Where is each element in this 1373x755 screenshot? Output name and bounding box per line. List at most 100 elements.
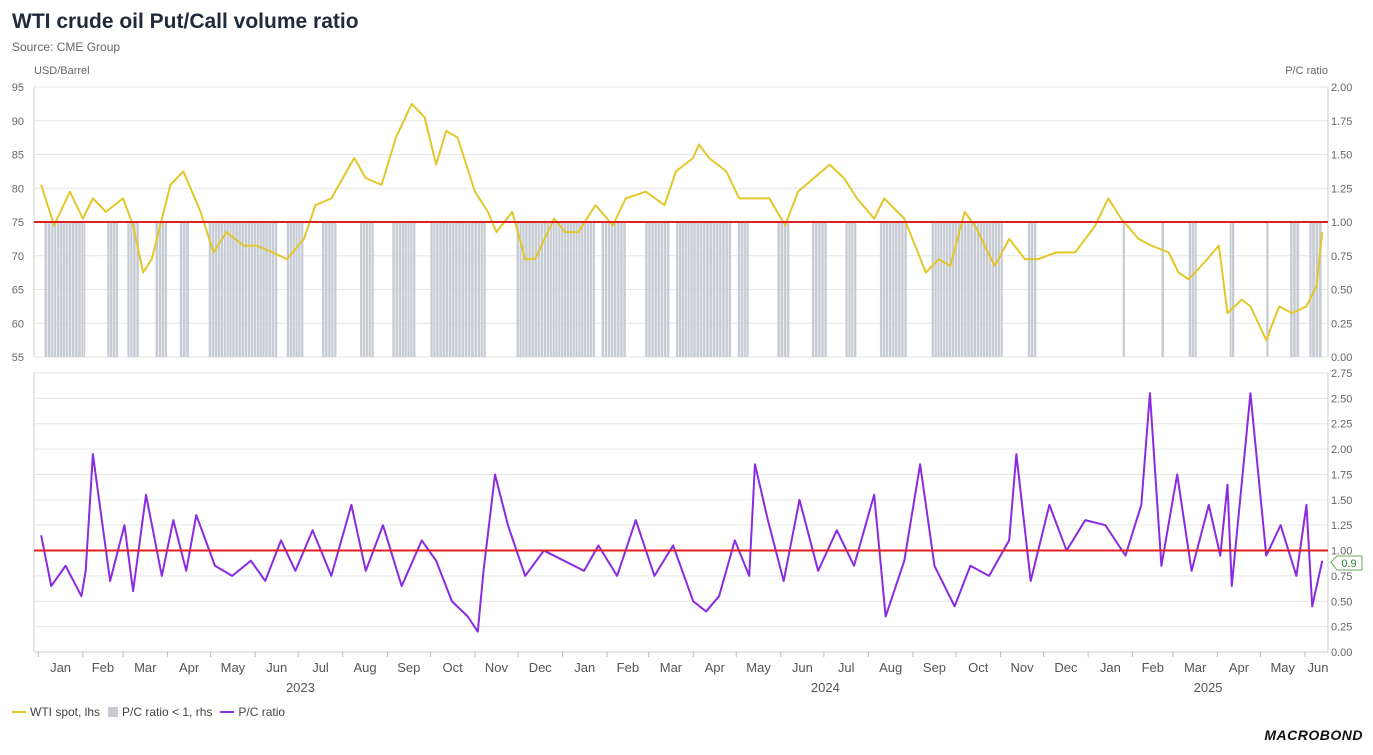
legend-label-shade: P/C ratio < 1, rhs <box>122 705 213 719</box>
shade-bar <box>368 222 371 357</box>
upper-right-tick-label: 2.00 <box>1331 82 1352 94</box>
shade-bar <box>1318 222 1322 357</box>
x-month-label: May <box>1270 660 1295 675</box>
legend-item-shade: P/C ratio < 1, rhs <box>108 705 212 719</box>
pc-series <box>40 392 1324 633</box>
x-month-label: Dec <box>529 660 553 675</box>
upper-left-tick-label: 55 <box>12 352 24 364</box>
shade-bar <box>537 222 541 357</box>
shade-bar <box>1161 222 1164 357</box>
shade-bar <box>620 222 623 357</box>
shade-bar <box>522 222 525 357</box>
lower-right-tick-label: 2.50 <box>1331 393 1352 405</box>
shade-bar <box>265 222 268 357</box>
x-month-label: Jun <box>792 660 813 675</box>
shade-bar <box>854 222 857 357</box>
shade-bar <box>467 222 471 357</box>
shade-bar <box>566 222 570 357</box>
shade-bar <box>821 222 824 357</box>
shade-bar <box>404 222 407 357</box>
shade-bar <box>220 222 224 357</box>
shade-bar <box>328 222 331 357</box>
shade-bar <box>211 222 215 357</box>
shade-bar <box>696 222 700 357</box>
shade-bar <box>253 222 257 357</box>
shade-bar <box>301 222 304 357</box>
lower-right-tick-label: 2.25 <box>1331 419 1352 431</box>
lower-right-tick-label: 0.75 <box>1331 571 1352 583</box>
shade-bar <box>934 222 937 357</box>
x-year-label: 2025 <box>1194 680 1223 695</box>
shade-bar <box>540 222 544 357</box>
shade-bar <box>589 222 593 357</box>
shade-bar <box>47 222 51 357</box>
shade-bar <box>783 222 787 357</box>
shade-bar <box>471 222 474 357</box>
shade-bar <box>439 222 442 357</box>
x-month-label: Jun <box>1308 660 1329 675</box>
shade-bar <box>693 222 696 357</box>
shade-bar <box>244 222 248 357</box>
shade-bar <box>229 222 232 357</box>
shade-bar <box>845 222 848 357</box>
macrobond-logo: MACROBOND <box>1264 727 1363 743</box>
shade-bar <box>56 222 60 357</box>
shade-bar <box>44 222 48 357</box>
x-month-label: Mar <box>660 660 683 675</box>
x-month-label: Feb <box>92 660 114 675</box>
shade-bar <box>1030 222 1034 357</box>
shade-bar <box>613 222 617 357</box>
shade-bar <box>407 222 410 357</box>
shade-bar <box>183 222 186 357</box>
shade-bar <box>71 222 75 357</box>
shade-bar <box>898 222 901 357</box>
shade-bar <box>155 222 159 357</box>
lower-right-tick-label: 0.25 <box>1331 622 1352 634</box>
shade-bar <box>321 222 325 357</box>
shade-bar <box>848 222 851 357</box>
pc-line <box>40 392 1324 633</box>
shade-bar <box>572 222 575 357</box>
upper-left-axis-label: USD/Barrel <box>34 65 90 77</box>
upper-right-tick-label: 1.00 <box>1331 217 1352 229</box>
shade-bar <box>586 222 590 357</box>
x-month-label: Oct <box>968 660 989 675</box>
legend-item-pc: P/C ratio <box>220 705 285 719</box>
shade-bar <box>879 222 883 357</box>
x-month-label: Sep <box>923 660 946 675</box>
chart-canvas: USD/Barrel P/C ratio 95 90 85 80 75 70 65 60 55 2… <box>12 65 1363 695</box>
upper-left-tick-label: 85 <box>12 150 24 162</box>
shade-bar <box>675 222 679 357</box>
legend-swatch-wti <box>12 711 26 713</box>
shade-bar <box>133 222 136 357</box>
shade-bar <box>392 222 395 357</box>
shade-bar <box>722 222 725 357</box>
shade-bar <box>888 222 892 357</box>
x-month-label: Sep <box>397 660 420 675</box>
shade-bar <box>1266 222 1269 357</box>
shade-bar <box>648 222 651 357</box>
legend-swatch-pc <box>220 711 235 713</box>
upper-right-tick-label: 1.75 <box>1331 116 1352 128</box>
shade-bar <box>334 222 337 357</box>
lower-right-tick-label: 1.75 <box>1331 469 1352 481</box>
x-year-label: 2024 <box>811 680 840 695</box>
upper-right-tick-label: 0.00 <box>1331 352 1352 364</box>
shade-bar <box>558 222 561 357</box>
shade-bar <box>666 222 670 357</box>
shade-bar <box>226 222 229 357</box>
shade-bar <box>960 222 964 357</box>
shade-bar <box>223 222 226 357</box>
reference-lines <box>34 221 1328 552</box>
shade-bar <box>362 222 366 357</box>
shade-bar <box>525 222 528 357</box>
shade-bar <box>546 222 550 357</box>
shade-bar <box>601 222 605 357</box>
shade-bar <box>699 222 703 357</box>
shade-bar <box>549 222 552 357</box>
lower-right-tick-label: 0.50 <box>1331 596 1352 608</box>
shade-bar <box>885 222 889 357</box>
shade-bar <box>158 222 162 357</box>
shade-bar <box>561 222 564 357</box>
x-month-label: Nov <box>1011 660 1035 675</box>
